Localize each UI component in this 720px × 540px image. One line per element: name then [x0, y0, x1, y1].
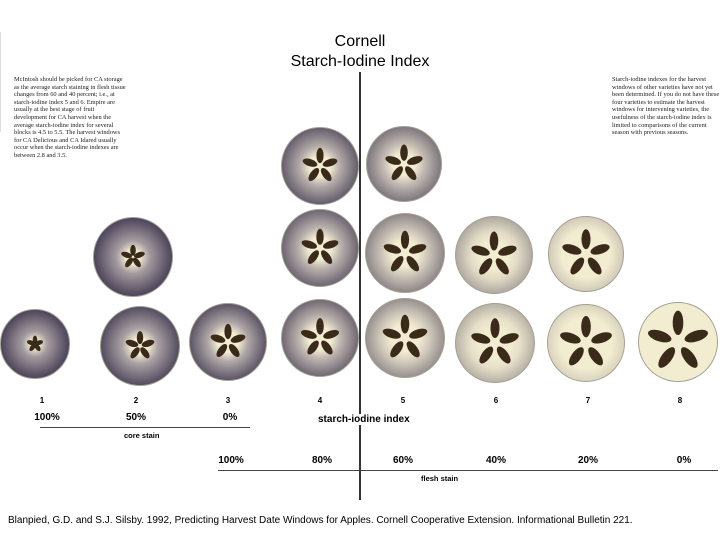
- apple-svg: [189, 303, 267, 381]
- flesh-stain-20: 20%: [577, 455, 598, 466]
- index-number-4: 4: [317, 396, 323, 405]
- apple-cross-section: [100, 306, 180, 386]
- flesh-stain-40: 40%: [485, 455, 506, 466]
- core-stain-0: 0%: [222, 412, 238, 423]
- apple-cross-section: [455, 216, 533, 294]
- core-stain-50: 50%: [125, 412, 146, 423]
- index-number-7: 7: [585, 396, 591, 405]
- core-stain-rule: [40, 427, 250, 428]
- apple-svg: [100, 306, 180, 386]
- apple-cross-section: [547, 304, 625, 382]
- title-line-1: Cornell: [334, 33, 386, 50]
- apple-cross-section: [365, 298, 445, 378]
- apple-cross-section: [455, 303, 535, 383]
- apple-svg: [455, 216, 533, 294]
- apple-cross-section: [281, 127, 359, 205]
- flesh-stain-label: flesh stain: [421, 474, 459, 483]
- apple-svg: [455, 303, 535, 383]
- flesh-stain-80: 80%: [311, 455, 332, 466]
- note-right: Starch-iodine indexes for the harvest wi…: [612, 76, 720, 137]
- apple-svg: [547, 304, 625, 382]
- apple-cross-section: [189, 303, 267, 381]
- title-line-2: Starch-Iodine Index: [290, 53, 430, 70]
- flesh-stain-100: 100%: [218, 455, 244, 466]
- index-number-1: 1: [39, 396, 45, 405]
- apple-svg: [366, 126, 442, 202]
- index-number-8: 8: [677, 396, 683, 405]
- index-number-5: 5: [400, 396, 406, 405]
- index-number-6: 6: [493, 396, 499, 405]
- apple-cross-section: [93, 217, 173, 297]
- note-left: McIntosh should be picked for CA storage…: [14, 76, 126, 159]
- apple-svg: [93, 217, 173, 297]
- citation: Blanpied, G.D. and S.J. Silsby. 1992, Pr…: [8, 515, 633, 526]
- apple-cross-section: [366, 126, 442, 202]
- apple-cross-section: [0, 309, 70, 379]
- apple-cross-section: [365, 213, 445, 293]
- apple-svg: [548, 216, 624, 292]
- apple-svg: [281, 127, 359, 205]
- apple-svg: [281, 209, 359, 287]
- flesh-stain-0: 0%: [676, 455, 692, 466]
- index-number-2: 2: [133, 396, 139, 405]
- apple-svg: [638, 302, 718, 382]
- apple-cross-section: [638, 302, 718, 382]
- apple-cross-section: [548, 216, 624, 292]
- index-number-3: 3: [225, 396, 231, 405]
- apple-svg: [281, 299, 359, 377]
- core-stain-label: core stain: [124, 431, 160, 440]
- apple-svg: [365, 298, 445, 378]
- starch-iodine-index-label: starch-iodine index: [316, 414, 412, 425]
- apple-cross-section: [281, 299, 359, 377]
- edge-line: [0, 32, 1, 132]
- apple-cross-section: [281, 209, 359, 287]
- core-stain-100: 100%: [34, 412, 60, 423]
- flesh-stain-rule: [218, 470, 718, 471]
- center-divider: [359, 72, 361, 500]
- apple-svg: [0, 309, 70, 379]
- flesh-stain-60: 60%: [392, 455, 413, 466]
- apple-svg: [365, 213, 445, 293]
